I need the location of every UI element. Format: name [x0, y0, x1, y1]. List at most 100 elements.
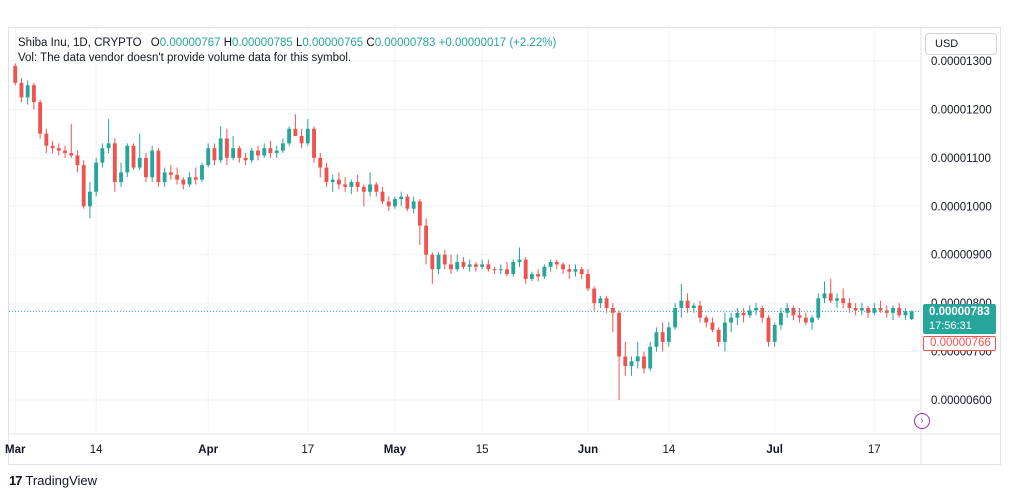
candle — [156, 148, 161, 187]
candle — [343, 177, 348, 192]
candle — [162, 167, 167, 187]
candle — [13, 63, 18, 86]
candle-body — [299, 136, 304, 144]
candle-body — [536, 274, 541, 277]
candle — [891, 305, 895, 321]
candle-body — [505, 269, 509, 275]
candle-body — [150, 150, 155, 178]
candle — [492, 266, 497, 275]
candle — [542, 264, 547, 279]
chart-frame[interactable] — [8, 27, 1001, 465]
candle-body — [897, 307, 902, 316]
candle — [561, 261, 565, 275]
candle-body — [579, 269, 584, 275]
candle-body — [168, 172, 173, 175]
candle — [112, 138, 117, 192]
candle-body — [436, 254, 441, 270]
candle-body — [604, 298, 609, 308]
candle — [399, 191, 404, 207]
candle — [50, 140, 55, 154]
candle-body — [872, 307, 877, 313]
time-tick-label: Apr — [198, 444, 218, 456]
currency-button[interactable]: USD — [925, 33, 997, 55]
candle — [243, 153, 248, 166]
candle — [822, 281, 827, 304]
tradingview-logo-icon: 17 — [9, 473, 23, 488]
candle — [878, 300, 883, 313]
candle — [280, 138, 285, 154]
candle — [511, 259, 516, 277]
price-tick-label: 0.00000900 — [931, 250, 992, 262]
price-axis[interactable]: 0.00001300 0.00001200 0.00001100 0.00001000… — [920, 28, 992, 464]
candle — [137, 133, 142, 170]
candle — [835, 293, 839, 308]
countdown-timer: 17:56:31 — [929, 320, 972, 332]
candle — [274, 145, 279, 158]
candle-body — [810, 317, 814, 323]
candle-body — [561, 264, 565, 270]
candle-body — [405, 196, 410, 209]
candle — [480, 259, 485, 270]
candle — [654, 327, 659, 352]
candle — [797, 307, 802, 323]
candle — [75, 150, 80, 173]
candle — [324, 162, 329, 187]
candle — [417, 199, 422, 246]
candle — [853, 303, 858, 316]
candle — [200, 162, 204, 183]
candle — [287, 126, 292, 146]
candle-body — [368, 184, 372, 192]
candle — [884, 305, 889, 318]
time-tick-label: Jun — [578, 444, 598, 456]
candle-body — [330, 179, 335, 183]
candle-body — [187, 177, 192, 185]
candle — [168, 165, 173, 180]
candle-body — [355, 182, 360, 187]
candle-body — [449, 264, 453, 270]
candle-body — [903, 311, 908, 316]
candle — [349, 179, 354, 195]
candle — [393, 196, 397, 209]
candle-body — [386, 201, 391, 207]
close-label: C — [366, 37, 375, 49]
candle — [44, 128, 49, 154]
candle — [567, 264, 572, 279]
candle — [380, 186, 385, 204]
candle — [579, 266, 584, 279]
symbol-title[interactable]: Shiba Inu, 1D, CRYPTO — [18, 37, 142, 49]
candle — [94, 157, 99, 197]
candle — [828, 278, 833, 304]
candle-body — [424, 225, 429, 255]
candle — [847, 298, 852, 313]
candle-body — [162, 172, 167, 183]
scroll-to-realtime-icon[interactable]: › — [914, 413, 930, 429]
candle-body — [685, 300, 690, 308]
candle — [735, 307, 740, 325]
time-tick-label: 14 — [662, 444, 675, 456]
candle — [548, 259, 553, 272]
candle — [405, 194, 410, 212]
tradingview-brand[interactable]: 17 TradingView — [9, 473, 97, 488]
candle — [586, 269, 590, 292]
candle — [231, 136, 236, 161]
candle-body — [206, 148, 211, 166]
high-value: 0.00000785 — [232, 37, 293, 49]
price-tick-label: 0.00001200 — [931, 104, 992, 116]
candle-body — [193, 177, 198, 180]
candle — [374, 182, 379, 197]
volume-note: Vol: The data vendor doesn't provide vol… — [18, 52, 352, 64]
candle-body — [785, 307, 790, 313]
candle-body — [779, 312, 783, 325]
time-axis[interactable]: Mar 14 Apr 17 May 15 Jun 14 Jul 17 — [5, 433, 1000, 456]
candle — [741, 307, 746, 323]
candle-body — [224, 138, 229, 158]
candle-body — [349, 182, 354, 187]
candle-body — [679, 300, 684, 308]
candle — [330, 174, 335, 192]
candle-body — [212, 148, 217, 161]
candle — [19, 77, 24, 103]
candle-body — [617, 312, 622, 357]
candle — [125, 143, 130, 178]
candle-body — [293, 128, 298, 137]
